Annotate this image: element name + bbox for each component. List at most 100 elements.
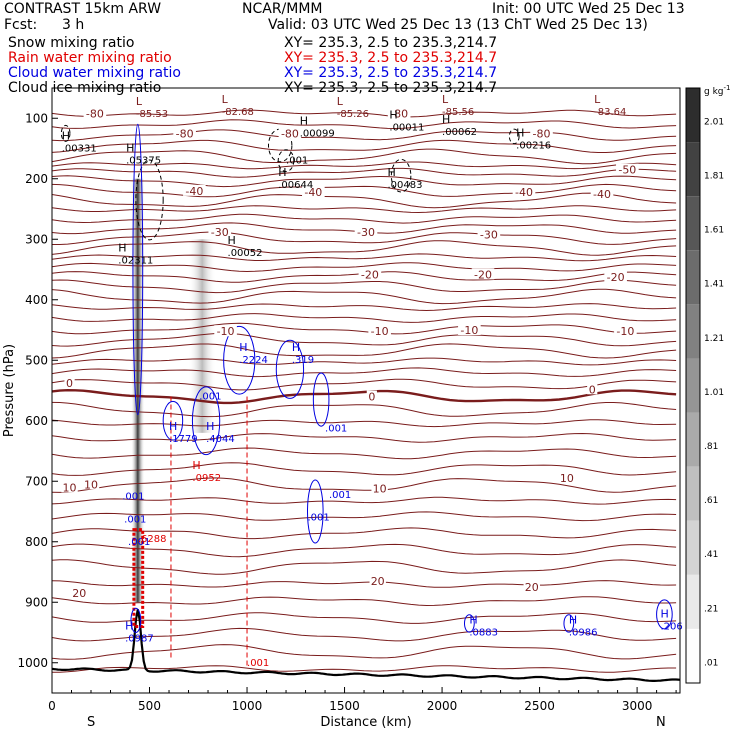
isotherm-line xyxy=(52,580,677,588)
rain-extremum-value: .0952 xyxy=(192,473,221,484)
temperature-label-bg xyxy=(512,186,536,198)
ice-extremum-letter: H xyxy=(387,166,395,179)
cloud-water-extremum-letter: H xyxy=(125,620,133,633)
colorbar-label: .61 xyxy=(704,496,718,506)
isotherm-line xyxy=(52,559,677,575)
cloud-water-label: .001 xyxy=(199,392,221,403)
snow-extremum-value: -85.56 xyxy=(442,107,474,118)
temperature-label: -20 xyxy=(361,268,379,281)
y-tick-label: 900 xyxy=(25,595,48,609)
isotherm-line xyxy=(52,213,677,224)
isotherm-line xyxy=(52,627,677,642)
cloud-ice-contour xyxy=(390,158,412,193)
temperature-label-bg xyxy=(302,186,325,198)
isotherm-line xyxy=(52,129,677,142)
field-rain: Rain water mixing ratio xyxy=(8,50,172,66)
isotherm-line xyxy=(52,477,677,493)
colorbar-segment xyxy=(686,88,700,143)
isotherm-line xyxy=(52,511,677,522)
cloud-water-extremum-letter: H xyxy=(169,420,177,433)
temperature-label: -40 xyxy=(185,185,203,198)
y-tick-label: 200 xyxy=(25,172,48,186)
temperature-label: 20 xyxy=(371,575,385,588)
temperature-label-bg xyxy=(366,390,377,402)
temperature-label: -20 xyxy=(607,271,625,284)
temperature-label-bg xyxy=(358,268,382,280)
temperature-label: -50 xyxy=(618,164,636,177)
ice-extremum-value: .00099 xyxy=(300,128,335,139)
y-tick-label: 300 xyxy=(25,232,48,246)
colorbar-label: 1.81 xyxy=(704,172,724,182)
temperature-label-bg xyxy=(604,270,627,282)
endpoint-left: S xyxy=(87,715,95,730)
temperature-label-bg xyxy=(368,325,391,337)
cloud-water-label: .001 xyxy=(329,490,351,501)
isotherm-line xyxy=(52,462,677,476)
cloud-water-contour xyxy=(656,599,673,630)
temperature-label: -80 xyxy=(86,107,104,120)
ice-extremum-value: .05375 xyxy=(126,156,161,167)
temperature-label-bg xyxy=(614,325,637,337)
cloud-water-contour xyxy=(130,607,142,634)
isotherm-line xyxy=(52,419,677,428)
isotherm-line xyxy=(52,665,677,673)
endpoint-right: N xyxy=(656,715,666,730)
isotherm-line xyxy=(52,401,677,418)
temperature-label: -10 xyxy=(371,325,389,338)
cloud-water-contour xyxy=(162,400,184,441)
x-tick-label: 2500 xyxy=(524,699,555,713)
cloud-water-label: .001 xyxy=(307,513,329,524)
ice-extremum-letter: H xyxy=(442,113,450,126)
isotherm-line xyxy=(52,644,677,660)
snow-extremum-value: -83.64 xyxy=(594,107,626,118)
temperature-label-bg xyxy=(458,324,481,335)
colorbar-unit: g kg-1 xyxy=(704,84,730,97)
temperature-label: 0 xyxy=(589,383,596,396)
y-tick-label: 1000 xyxy=(17,656,48,670)
cloud-water-extremum-letter: H xyxy=(569,613,577,626)
temperature-label-bg xyxy=(61,481,78,493)
ice-extremum-letter: H xyxy=(300,114,308,127)
valid-time: Valid: 03 UTC Wed 25 Dec 13 (13 ChT Wed … xyxy=(268,17,648,33)
isotherm-line xyxy=(52,447,677,460)
plot-frame xyxy=(51,87,681,694)
temperature-label-bg xyxy=(523,581,540,593)
ice-extremum-letter: H xyxy=(62,129,70,142)
temperature-label-bg xyxy=(387,107,411,119)
cloud-water-extremum-value: .2224 xyxy=(239,355,268,366)
cloud-water-extremum-value: .206 xyxy=(660,621,682,632)
cloud-water-label: .001 xyxy=(124,514,146,525)
x-tick-label: 2000 xyxy=(427,699,458,713)
temperature-label: 0 xyxy=(368,391,375,404)
cloud-water-extremum-value: .319 xyxy=(292,355,314,366)
colorbar-segment xyxy=(686,628,700,683)
ice-extremum-value: .00011 xyxy=(389,122,424,133)
temperature-label: -80 xyxy=(176,127,194,140)
colorbar-segment xyxy=(686,196,700,251)
cloud-ice-contour xyxy=(135,159,164,241)
colorbar-label: 1.21 xyxy=(704,334,724,344)
temperature-label: -80 xyxy=(533,127,551,140)
snow-extremum-letter: L xyxy=(442,93,449,106)
cloud-water-contour xyxy=(312,372,330,427)
y-tick-label: 600 xyxy=(25,414,48,428)
temperature-label-bg xyxy=(354,225,378,237)
y-tick-label: 100 xyxy=(25,111,48,125)
temperature-label: -30 xyxy=(211,226,229,239)
temperature-label: 20 xyxy=(72,587,86,600)
temperature-label: 10 xyxy=(560,472,574,485)
cloud-water-extremum-value: .4044 xyxy=(206,434,235,445)
temperature-label: -30 xyxy=(480,228,498,241)
temperature-label-bg xyxy=(471,268,495,280)
temperature-label: -10 xyxy=(217,325,235,338)
temperature-label-bg xyxy=(173,127,196,139)
temperature-label-bg xyxy=(477,228,501,240)
isotherm-line xyxy=(52,612,677,624)
temperature-label: -80 xyxy=(390,107,408,120)
field-cloud-water: Cloud water mixing ratio xyxy=(8,65,181,81)
isotherm-line xyxy=(52,109,677,118)
colorbar-label: .41 xyxy=(704,550,718,560)
snow-shading-plume xyxy=(130,178,145,603)
temperature-label-bg xyxy=(590,187,614,199)
temperature-label: -20 xyxy=(474,268,492,281)
